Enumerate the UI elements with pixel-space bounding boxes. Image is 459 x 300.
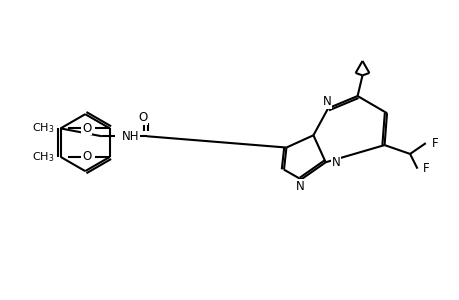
Text: O: O <box>82 122 91 135</box>
Text: N: N <box>322 95 331 108</box>
Text: N: N <box>331 156 340 169</box>
Text: NH: NH <box>122 130 139 143</box>
Text: F: F <box>422 162 429 175</box>
Text: CH$_3$: CH$_3$ <box>32 122 54 135</box>
Text: N: N <box>296 180 304 193</box>
Text: O: O <box>82 150 91 164</box>
Text: O: O <box>138 111 147 124</box>
Text: F: F <box>431 136 437 150</box>
Text: CH$_3$: CH$_3$ <box>32 150 54 164</box>
